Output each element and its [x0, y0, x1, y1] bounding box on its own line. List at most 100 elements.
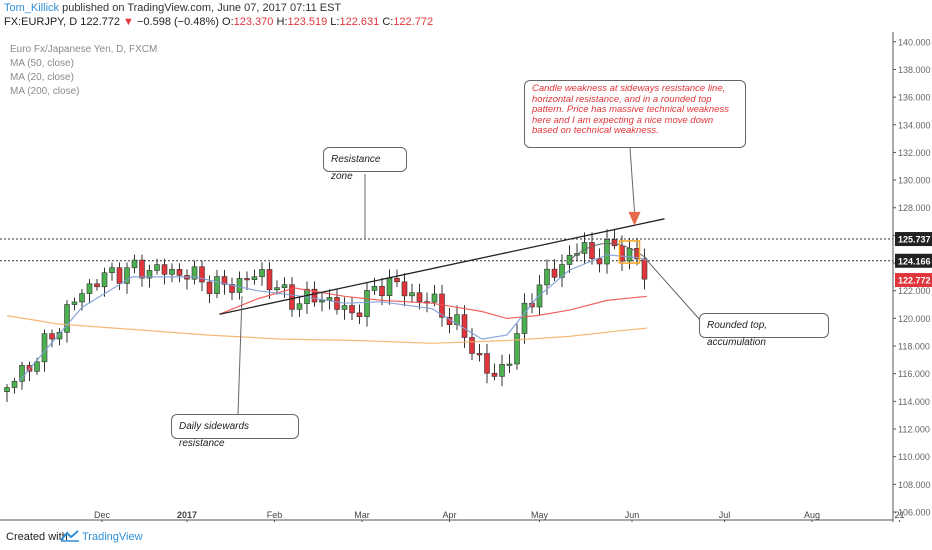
candle[interactable]	[431, 293, 438, 303]
candle[interactable]	[139, 259, 145, 279]
candle[interactable]	[409, 292, 415, 297]
candle[interactable]	[311, 288, 318, 303]
candle[interactable]	[544, 268, 550, 286]
candle[interactable]	[506, 363, 513, 366]
candle[interactable]	[386, 277, 393, 297]
y-tick-label: 110.000	[898, 452, 930, 462]
ma200-line[interactable]	[6, 315, 648, 344]
candle[interactable]	[214, 276, 220, 294]
candle[interactable]	[4, 387, 10, 392]
candle[interactable]	[19, 365, 25, 382]
candle[interactable]	[176, 269, 183, 276]
candle[interactable]	[199, 266, 205, 283]
candle[interactable]	[116, 267, 123, 284]
sideways-trendline[interactable]	[219, 218, 665, 315]
high-value: 123.519	[287, 16, 328, 28]
candle[interactable]	[596, 258, 603, 265]
candle[interactable]	[41, 333, 48, 363]
candle[interactable]	[11, 381, 18, 388]
footer: Created with TradingView	[0, 522, 932, 550]
candle[interactable]	[274, 287, 280, 291]
author-link[interactable]: Tom_Killick	[4, 2, 60, 14]
legend-ma200[interactable]: MA (200, close)	[10, 86, 80, 97]
candle[interactable]	[221, 276, 228, 285]
candle[interactable]	[289, 284, 295, 310]
candle[interactable]	[626, 248, 633, 262]
publish-header: Tom_Killick published on TradingView.com…	[4, 2, 341, 14]
candle[interactable]	[49, 333, 55, 340]
candle[interactable]	[191, 266, 198, 280]
candle[interactable]	[416, 292, 423, 302]
candle[interactable]	[124, 267, 130, 284]
candle[interactable]	[146, 270, 153, 279]
candle[interactable]	[551, 268, 558, 278]
candle[interactable]	[94, 283, 100, 288]
candle[interactable]	[64, 304, 70, 333]
candle[interactable]	[34, 361, 40, 372]
weakness-box[interactable]	[618, 240, 641, 264]
candle[interactable]	[401, 281, 408, 297]
rounded-top-callout[interactable]: Rounded top, accumulation	[699, 313, 829, 348]
candle[interactable]	[379, 286, 385, 297]
candle[interactable]	[326, 297, 333, 301]
candle[interactable]	[341, 305, 348, 310]
ma50-line[interactable]	[219, 287, 648, 320]
price-chart[interactable]: 106.000 108.000 110.000 112.000 114.000 116.0…	[0, 32, 932, 522]
candle[interactable]	[521, 302, 528, 334]
candle[interactable]	[469, 337, 475, 354]
candle[interactable]	[296, 303, 303, 310]
candle[interactable]	[581, 242, 588, 254]
open-value: 123.370	[233, 16, 274, 28]
candle[interactable]	[371, 286, 378, 291]
candle[interactable]	[364, 290, 370, 317]
candle[interactable]	[499, 364, 505, 377]
close-label: C:	[382, 16, 394, 28]
level-badge	[895, 253, 932, 268]
candle[interactable]	[589, 242, 595, 259]
candle[interactable]	[229, 284, 235, 293]
candle[interactable]	[394, 277, 400, 283]
candle[interactable]	[484, 353, 490, 374]
daily-resistance-callout[interactable]: Daily sidewards resistance	[171, 414, 299, 449]
candle[interactable]	[266, 269, 273, 291]
y-tick-label: 114.000	[898, 397, 930, 407]
legend-ma50[interactable]: MA (50, close)	[10, 58, 74, 69]
candle[interactable]	[641, 258, 648, 280]
candle[interactable]	[109, 267, 115, 274]
candle[interactable]	[79, 293, 85, 303]
tradingview-brand[interactable]: TradingView	[82, 531, 143, 543]
candle[interactable]	[259, 269, 265, 278]
level-badge	[895, 232, 932, 247]
candle-weakness-callout[interactable]: Candle weakness at sideways resistance l…	[524, 80, 746, 148]
ma20-line[interactable]	[19, 254, 648, 381]
candle[interactable]	[206, 281, 213, 294]
candle[interactable]	[559, 264, 565, 278]
candle[interactable]	[356, 312, 363, 317]
candle[interactable]	[101, 272, 108, 288]
legend-ma20[interactable]: MA (20, close)	[10, 72, 74, 83]
candle[interactable]	[169, 269, 175, 275]
candle[interactable]	[131, 259, 138, 269]
candle[interactable]	[236, 278, 243, 293]
candle[interactable]	[86, 283, 93, 294]
candle[interactable]	[611, 239, 618, 247]
candle[interactable]	[154, 264, 160, 271]
tradingview-logo-icon	[60, 530, 79, 542]
candle[interactable]	[454, 314, 460, 325]
candle[interactable]	[281, 284, 288, 288]
candle[interactable]	[71, 301, 78, 305]
candle[interactable]	[334, 297, 340, 310]
candle[interactable]	[251, 276, 258, 280]
candle[interactable]	[514, 333, 520, 365]
candle[interactable]	[461, 314, 468, 338]
y-tick-label: 130.000	[898, 176, 931, 186]
candle[interactable]	[244, 278, 250, 281]
candle[interactable]	[56, 332, 63, 340]
resistance-zone-callout[interactable]: Resistance zone	[323, 147, 407, 182]
candle[interactable]	[476, 353, 483, 356]
candle[interactable]	[604, 239, 610, 265]
candle[interactable]	[319, 299, 325, 303]
candle[interactable]	[349, 305, 355, 314]
candle[interactable]	[161, 264, 168, 275]
candle[interactable]	[491, 372, 498, 377]
